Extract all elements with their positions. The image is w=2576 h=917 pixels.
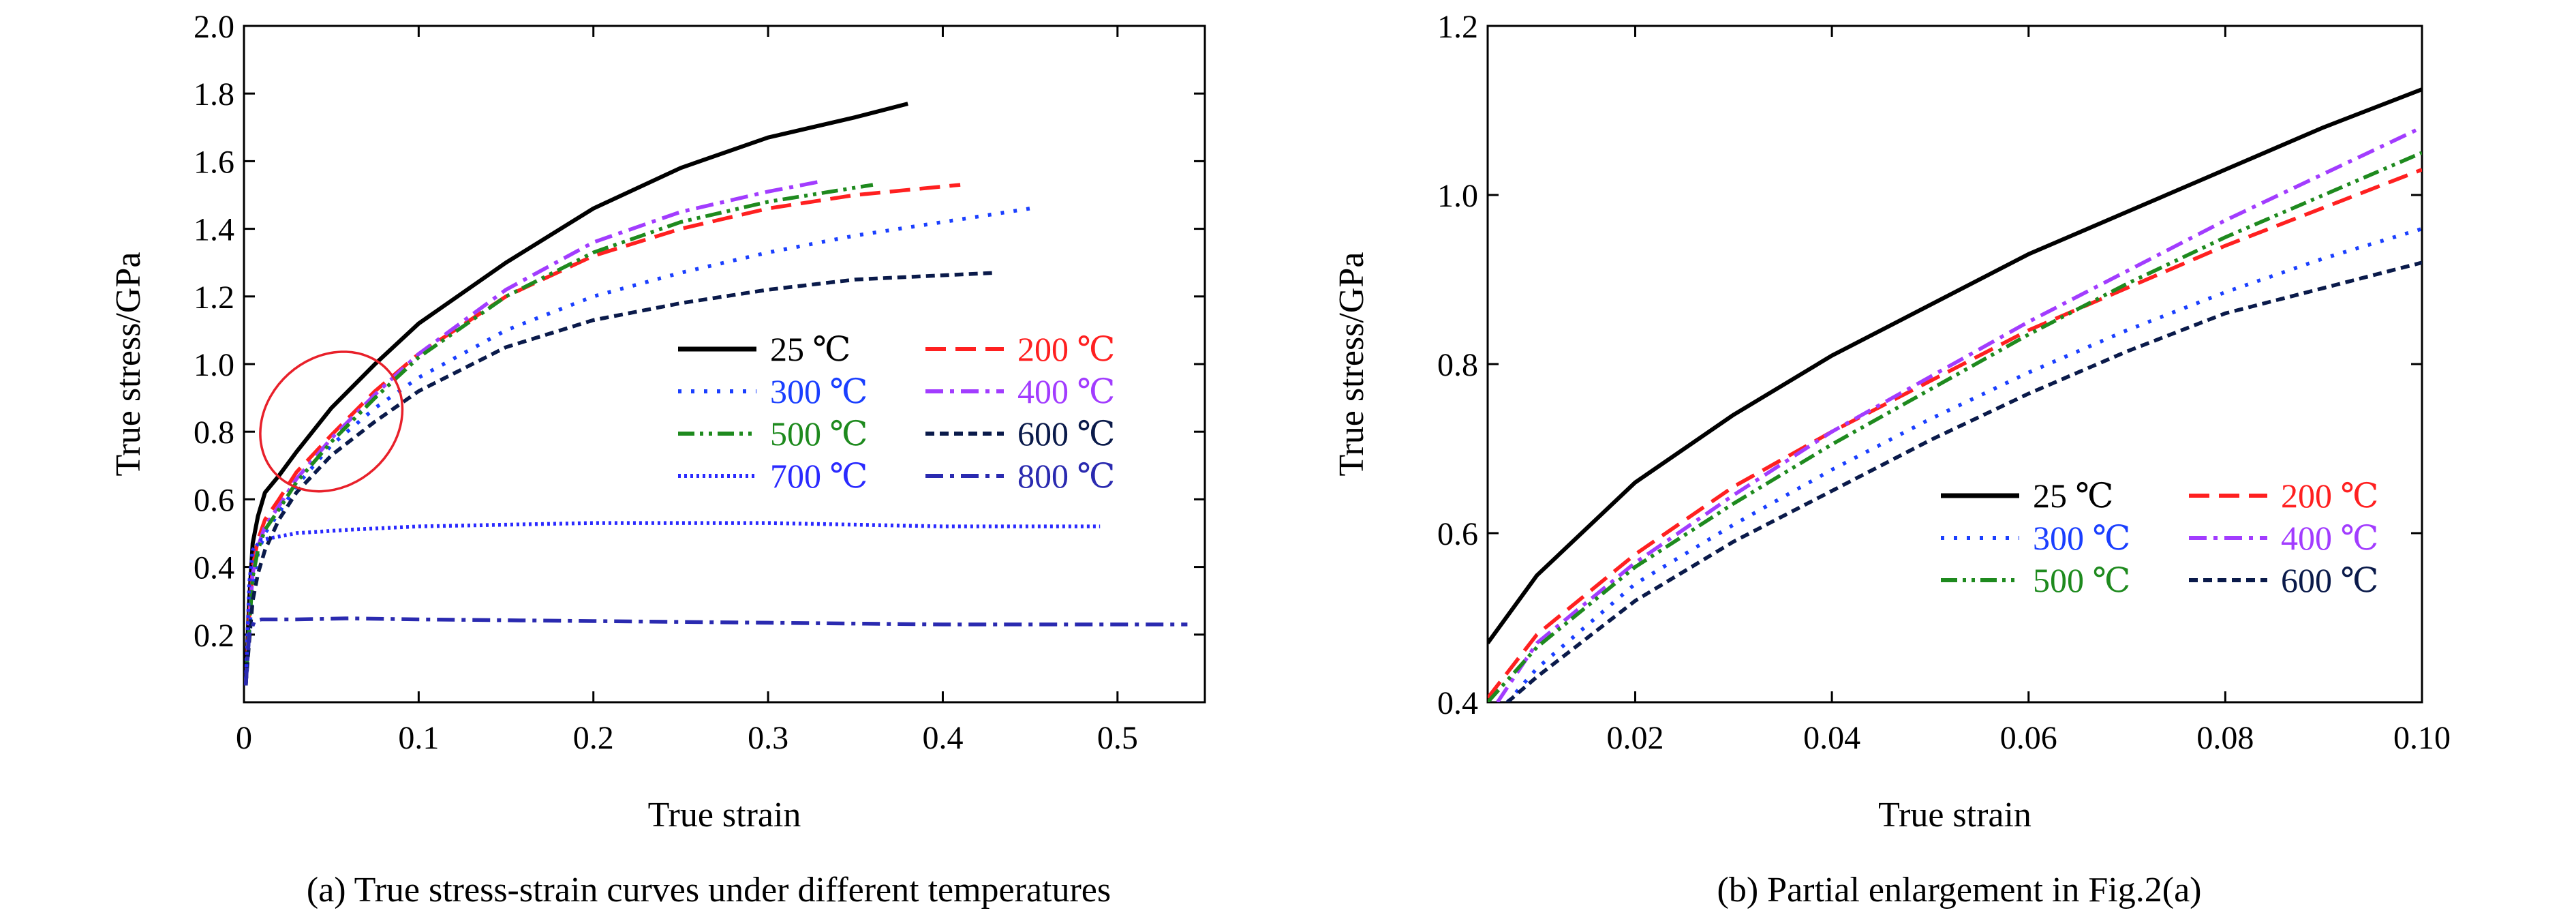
legend-label: 25 ℃ [2033,477,2113,515]
series-line-25c [244,102,908,686]
x-tick-label: 0.5 [1097,720,1138,756]
legend-label: 800 ℃ [1017,457,1115,495]
chart-b: 0.02 0.04 0.06 0.08 0.10 0.4 0.6 0.8 1.0 1.2 True … [1332,9,2451,835]
y-tick-label: 1.6 [194,144,234,180]
series-line-800c [244,616,1188,686]
x-axis-label: True strain [648,796,801,835]
legend-label: 300 ℃ [2033,519,2130,557]
x-tick-label: 0.04 [1803,720,1860,756]
y-axis-label: True stress/GPa [109,252,148,477]
series-line-200c [1488,168,2422,700]
x-tick-label: 0.10 [2393,720,2451,756]
annotation-ellipse [259,350,404,493]
y-tick-label: 0.2 [194,618,234,654]
y-tick-label: 0.6 [1437,516,1478,552]
series-line-300c [1505,226,2422,702]
legend: 25 ℃ 200 ℃ 300 ℃ 400 ℃ 500 ℃ 600 ℃ [1941,477,2378,599]
legend-label: 400 ℃ [1017,372,1115,410]
series-line-300c [244,207,1031,686]
y-tick-label: 0.4 [1437,685,1478,721]
y-axis-label: True stress/GPa [1332,252,1371,477]
x-tick-label: 0.02 [1606,720,1663,756]
y-tick-label: 1.2 [194,280,234,316]
x-axis-label: True strain [1878,796,2031,835]
series-line-700c [244,521,1101,686]
caption-a: (a) True stress-strain curves under diff… [307,871,1111,910]
y-tick-label: 1.8 [194,76,234,112]
x-tick-label: 0.3 [748,720,788,756]
legend-label: 400 ℃ [2281,519,2378,557]
series-line-500c [244,183,874,686]
series-group [1488,87,2422,702]
y-tick-label: 0.4 [194,550,234,586]
y-tick-label: 2.0 [194,9,234,45]
y-tick-label: 0.6 [194,482,234,518]
legend-label: 500 ℃ [770,415,868,453]
y-tick-label: 1.0 [194,347,234,383]
caption-b: (b) Partial enlargement in Fig.2(a) [1717,871,2202,910]
chart-a: 0 0.1 0.2 0.3 0.4 0.5 0.2 0.4 0.6 0.8 1.0 1.2 1.4 1.6… [109,9,1206,835]
x-tick-label: 0.1 [398,720,439,756]
legend-label: 200 ℃ [2281,477,2378,515]
legend-label: 500 ℃ [2033,561,2130,599]
legend: 25 ℃ 200 ℃ 300 ℃ 400 ℃ 500 ℃ 600 ℃ 700 ℃ 800 ℃ [678,330,1115,495]
y-tick-label: 0.8 [194,415,234,451]
legend-label: 700 ℃ [770,457,868,495]
legend-label: 200 ℃ [1017,330,1115,368]
x-tick-label: 0.4 [922,720,963,756]
series-line-500c [1488,151,2422,702]
series-line-25c [1488,87,2422,644]
legend-label: 25 ℃ [770,330,850,368]
x-tick-label: 0.06 [2000,720,2057,756]
y-tick-label: 0.8 [1437,347,1478,383]
y-tick-label: 1.2 [1437,9,1478,45]
x-tick-label: 0.08 [2196,720,2254,756]
x-tick-label: 0 [236,720,252,756]
series-line-400c [1496,125,2422,702]
legend-label: 600 ℃ [1017,415,1115,453]
y-tick-label: 1.4 [194,212,234,248]
legend-label: 600 ℃ [2281,561,2378,599]
y-tick-label: 1.0 [1437,178,1478,214]
series-group [244,102,1188,686]
x-tick-label: 0.2 [573,720,614,756]
series-line-600c [1506,260,2422,702]
legend-label: 300 ℃ [770,372,868,410]
